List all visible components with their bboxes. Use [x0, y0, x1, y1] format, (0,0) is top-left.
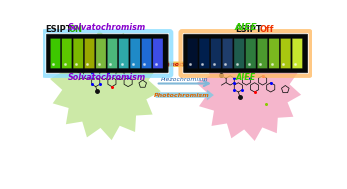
FancyBboxPatch shape	[142, 39, 152, 68]
FancyBboxPatch shape	[292, 39, 303, 68]
FancyBboxPatch shape	[269, 39, 279, 68]
Text: Solvatochromism: Solvatochromism	[68, 74, 146, 83]
FancyBboxPatch shape	[234, 39, 244, 68]
Text: Mechanochromism: Mechanochromism	[148, 62, 215, 67]
FancyBboxPatch shape	[85, 39, 95, 68]
Text: ESIPT: ESIPT	[236, 25, 262, 34]
Polygon shape	[196, 37, 301, 141]
FancyBboxPatch shape	[50, 39, 60, 68]
FancyBboxPatch shape	[73, 39, 83, 68]
FancyBboxPatch shape	[46, 34, 168, 73]
Text: ON: ON	[68, 25, 82, 34]
Text: AIEE: AIEE	[236, 74, 256, 83]
FancyBboxPatch shape	[187, 39, 198, 68]
Text: Photochromism: Photochromism	[153, 93, 209, 98]
FancyBboxPatch shape	[62, 39, 72, 68]
FancyBboxPatch shape	[199, 39, 210, 68]
FancyBboxPatch shape	[257, 39, 268, 68]
FancyBboxPatch shape	[246, 39, 256, 68]
FancyBboxPatch shape	[96, 39, 106, 68]
Text: Solvatochromism: Solvatochromism	[68, 23, 146, 33]
FancyBboxPatch shape	[211, 39, 221, 68]
FancyBboxPatch shape	[119, 39, 129, 68]
FancyBboxPatch shape	[153, 39, 163, 68]
FancyBboxPatch shape	[280, 39, 291, 68]
FancyBboxPatch shape	[107, 39, 117, 68]
Polygon shape	[156, 59, 214, 70]
Text: AIEE: AIEE	[234, 23, 257, 33]
FancyBboxPatch shape	[222, 39, 233, 68]
Text: ESIPT: ESIPT	[45, 25, 71, 34]
Text: Piezochromism: Piezochromism	[161, 77, 209, 82]
FancyBboxPatch shape	[184, 34, 308, 73]
Polygon shape	[156, 90, 214, 100]
Text: Off: Off	[260, 25, 274, 34]
FancyBboxPatch shape	[130, 39, 140, 68]
Polygon shape	[50, 30, 161, 140]
